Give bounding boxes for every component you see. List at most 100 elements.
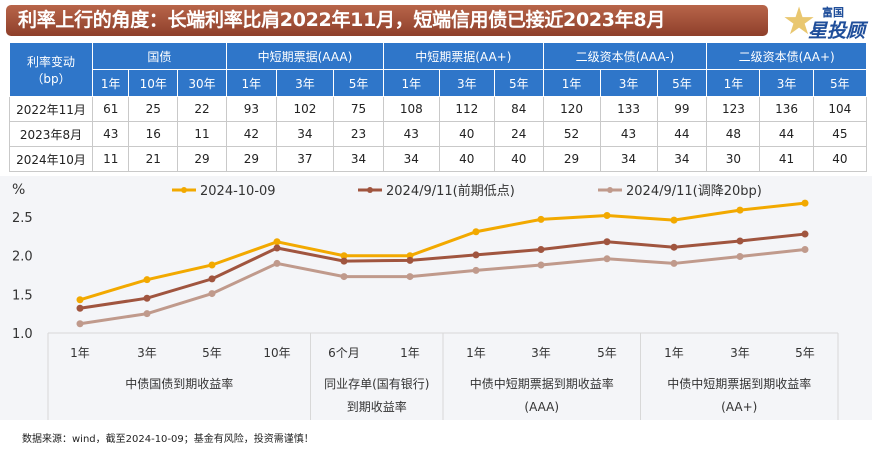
table-cell: 43	[383, 121, 440, 147]
legend-label: 2024-10-09	[200, 184, 276, 199]
legend-label: 2024/9/11(前期低点)	[386, 183, 515, 199]
table-cell: 48	[706, 121, 761, 147]
table-cell: 21	[128, 146, 179, 172]
tenor-header: 1年	[383, 69, 440, 97]
table-cell: 34	[656, 146, 708, 172]
table-row: 2024年10月 11 21 29 29 37 34 34 40 40 29 34 34 30 41 40	[9, 146, 868, 172]
x-tick-label: 1年	[664, 346, 684, 360]
group-header: 中短期票据(AAA)	[225, 42, 385, 70]
data-point	[273, 259, 281, 267]
category-group-label: (AAA)	[524, 400, 559, 414]
table-cell: 136	[759, 96, 814, 122]
table-corner-header: 利率变动（bp）	[9, 42, 93, 97]
group-header: 二级资本债(AAA-)	[542, 42, 708, 70]
tenor-header: 1年	[706, 69, 761, 97]
group-header: 中短期票据(AA+)	[383, 42, 544, 70]
table-cell: 45	[812, 121, 868, 147]
data-point	[143, 310, 151, 318]
x-tick-label: 10年	[263, 346, 290, 360]
data-point	[736, 206, 744, 214]
row-label: 2022年11月	[9, 96, 93, 122]
row-label: 2024年10月	[9, 146, 93, 172]
legend-marker	[367, 187, 373, 193]
table-cell: 40	[438, 146, 496, 172]
tenor-header: 10年	[128, 69, 179, 97]
table-cell: 43	[599, 121, 658, 147]
tenor-header: 1年	[225, 69, 277, 97]
category-group-label: 中债国债到期收益率	[125, 376, 233, 391]
data-point	[472, 266, 480, 274]
x-tick-label: 3年	[531, 346, 551, 360]
data-point	[406, 273, 414, 281]
x-tick-label: 5年	[597, 346, 617, 360]
table-cell: 93	[225, 96, 277, 122]
table-cell: 11	[91, 146, 130, 172]
series-line	[79, 248, 806, 326]
x-tick-label: 5年	[795, 346, 815, 360]
table-cell: 37	[275, 146, 335, 172]
data-point	[670, 259, 678, 267]
data-point	[603, 255, 611, 263]
x-tick-label: 5年	[202, 346, 222, 360]
table-cell: 34	[275, 121, 335, 147]
data-point	[603, 212, 611, 220]
x-tick-label: 3年	[730, 346, 750, 360]
data-point	[143, 276, 151, 284]
table-cell: 61	[91, 96, 130, 122]
x-tick-label: 1年	[466, 346, 486, 360]
tenor-header: 1年	[91, 69, 130, 97]
table-cell: 29	[542, 146, 601, 172]
group-header: 国债	[92, 42, 227, 70]
data-point	[801, 246, 809, 254]
category-group-label: 同业存单(国有银行)	[324, 377, 429, 391]
table-cell: 30	[706, 146, 761, 172]
table-cell: 29	[225, 146, 277, 172]
data-point	[670, 216, 678, 224]
data-point	[801, 230, 809, 238]
data-point	[472, 251, 480, 259]
data-point	[340, 257, 348, 265]
table-cell: 34	[599, 146, 658, 172]
tenor-header: 3年	[275, 69, 335, 97]
y-tick-label: 1.5	[12, 288, 33, 303]
data-point	[736, 237, 744, 245]
data-point	[537, 261, 545, 269]
x-tick-label: 3年	[137, 346, 157, 360]
data-point	[76, 304, 84, 312]
tenor-header: 5年	[812, 69, 868, 97]
data-point	[340, 273, 348, 281]
rate-change-table: 利率变动（bp） 国债 中短期票据(AAA) 中短期票据(AA+) 二级资本债(AAA-…	[9, 42, 868, 172]
data-point	[537, 215, 545, 223]
data-point	[208, 261, 216, 269]
x-tick-label: 1年	[400, 346, 420, 360]
tenor-header: 3年	[599, 69, 658, 97]
table-cell: 40	[812, 146, 868, 172]
table-cell: 34	[333, 146, 385, 172]
data-point	[76, 320, 84, 328]
group-header: 二级资本债(AA+)	[706, 42, 867, 70]
tenor-header: 3年	[438, 69, 496, 97]
data-point	[537, 246, 545, 254]
x-tick-label: 6个月	[328, 346, 360, 360]
y-tick-label: 2.5	[12, 211, 33, 226]
table-cell: 104	[812, 96, 868, 122]
table-cell: 99	[656, 96, 708, 122]
data-point	[340, 252, 348, 260]
table-cell: 120	[542, 96, 601, 122]
legend-marker	[607, 187, 613, 193]
tenor-header: 30年	[177, 69, 227, 97]
data-point	[736, 252, 744, 260]
legend-label: 2024/9/11(调降20bp)	[626, 184, 762, 199]
data-point	[406, 256, 414, 264]
table-cell: 34	[383, 146, 440, 172]
data-point	[273, 244, 281, 252]
table-cell: 41	[759, 146, 814, 172]
data-point	[670, 243, 678, 251]
x-tick-label: 1年	[70, 346, 90, 360]
star-icon: ★	[782, 0, 817, 43]
yield-curve-chart: % 1.0 1.5 2.0 2.5 中债国债到期收益率 同业存单(国有银行) 到期收益率 中债中…	[12, 182, 839, 420]
y-tick-label: 1.0	[12, 327, 33, 342]
data-point	[472, 228, 480, 236]
y-tick-label: 2.0	[12, 250, 33, 265]
category-group-label: 中债中短期票据到期收益率	[470, 376, 614, 391]
